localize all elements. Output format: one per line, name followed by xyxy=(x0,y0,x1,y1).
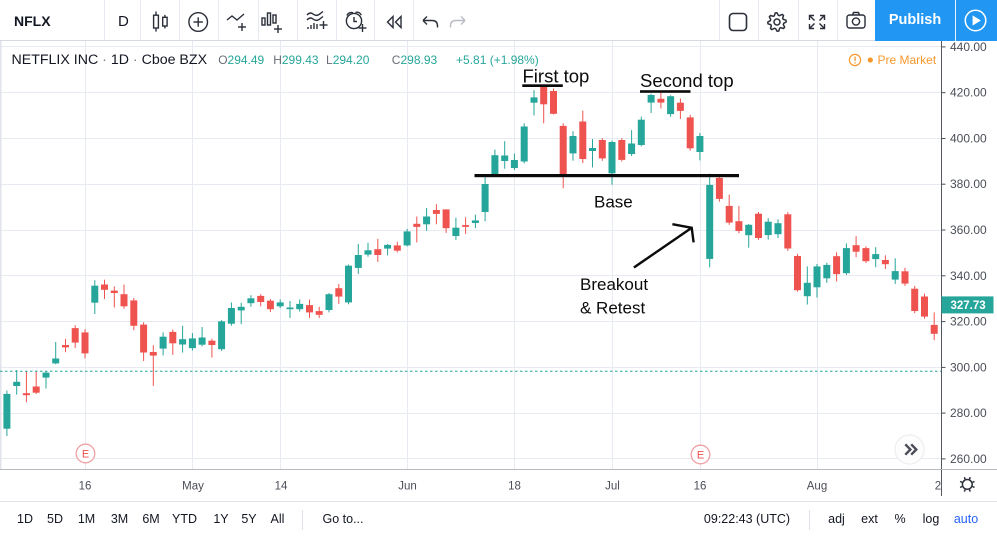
svg-text:440.00: 440.00 xyxy=(950,41,987,54)
svg-text:+5.81 (+1.98%): +5.81 (+1.98%) xyxy=(456,53,539,67)
svg-text:380.00: 380.00 xyxy=(950,177,987,191)
svg-text:Jun: Jun xyxy=(398,481,417,493)
svg-text:Aug: Aug xyxy=(807,481,827,493)
svg-text:Breakout: Breakout xyxy=(580,275,648,294)
svg-text:C298.93: C298.93 xyxy=(392,53,438,67)
svg-text:Base: Base xyxy=(594,193,633,212)
svg-text:L294.20: L294.20 xyxy=(326,53,370,67)
svg-text:300.00: 300.00 xyxy=(950,360,987,374)
svg-text:16: 16 xyxy=(79,481,92,493)
svg-text:NETFLIX INC · 1D · Cboe BZX: NETFLIX INC · 1D · Cboe BZX xyxy=(12,52,208,68)
svg-text:& Retest: & Retest xyxy=(580,299,645,318)
svg-text:327.73: 327.73 xyxy=(951,300,986,312)
svg-text:14: 14 xyxy=(275,481,288,493)
svg-text:18: 18 xyxy=(508,481,521,493)
svg-text:First top: First top xyxy=(523,66,590,87)
svg-text:H299.43: H299.43 xyxy=(273,53,319,67)
svg-text:2: 2 xyxy=(935,481,941,493)
svg-text:260.00: 260.00 xyxy=(950,452,987,466)
svg-text:Pre Market: Pre Market xyxy=(878,53,937,67)
svg-text:280.00: 280.00 xyxy=(950,406,987,420)
svg-text:320.00: 320.00 xyxy=(950,315,987,329)
svg-text:O294.49: O294.49 xyxy=(218,53,264,67)
svg-text:Second top: Second top xyxy=(640,70,734,91)
svg-text:400.00: 400.00 xyxy=(950,132,987,146)
svg-text:Jul: Jul xyxy=(605,481,620,493)
svg-text:340.00: 340.00 xyxy=(950,269,987,283)
svg-text:E: E xyxy=(697,450,704,462)
svg-text:May: May xyxy=(182,481,204,493)
svg-text:420.00: 420.00 xyxy=(950,86,987,100)
svg-text:360.00: 360.00 xyxy=(950,223,987,237)
svg-text:E: E xyxy=(82,449,89,461)
svg-text:16: 16 xyxy=(694,481,707,493)
